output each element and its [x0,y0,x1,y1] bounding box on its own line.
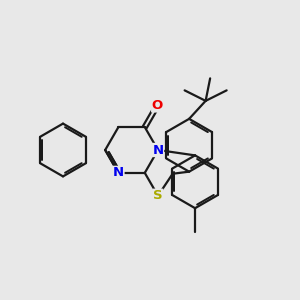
Text: S: S [153,189,163,202]
Text: N: N [152,143,164,157]
Text: O: O [152,99,163,112]
Text: N: N [113,167,124,179]
